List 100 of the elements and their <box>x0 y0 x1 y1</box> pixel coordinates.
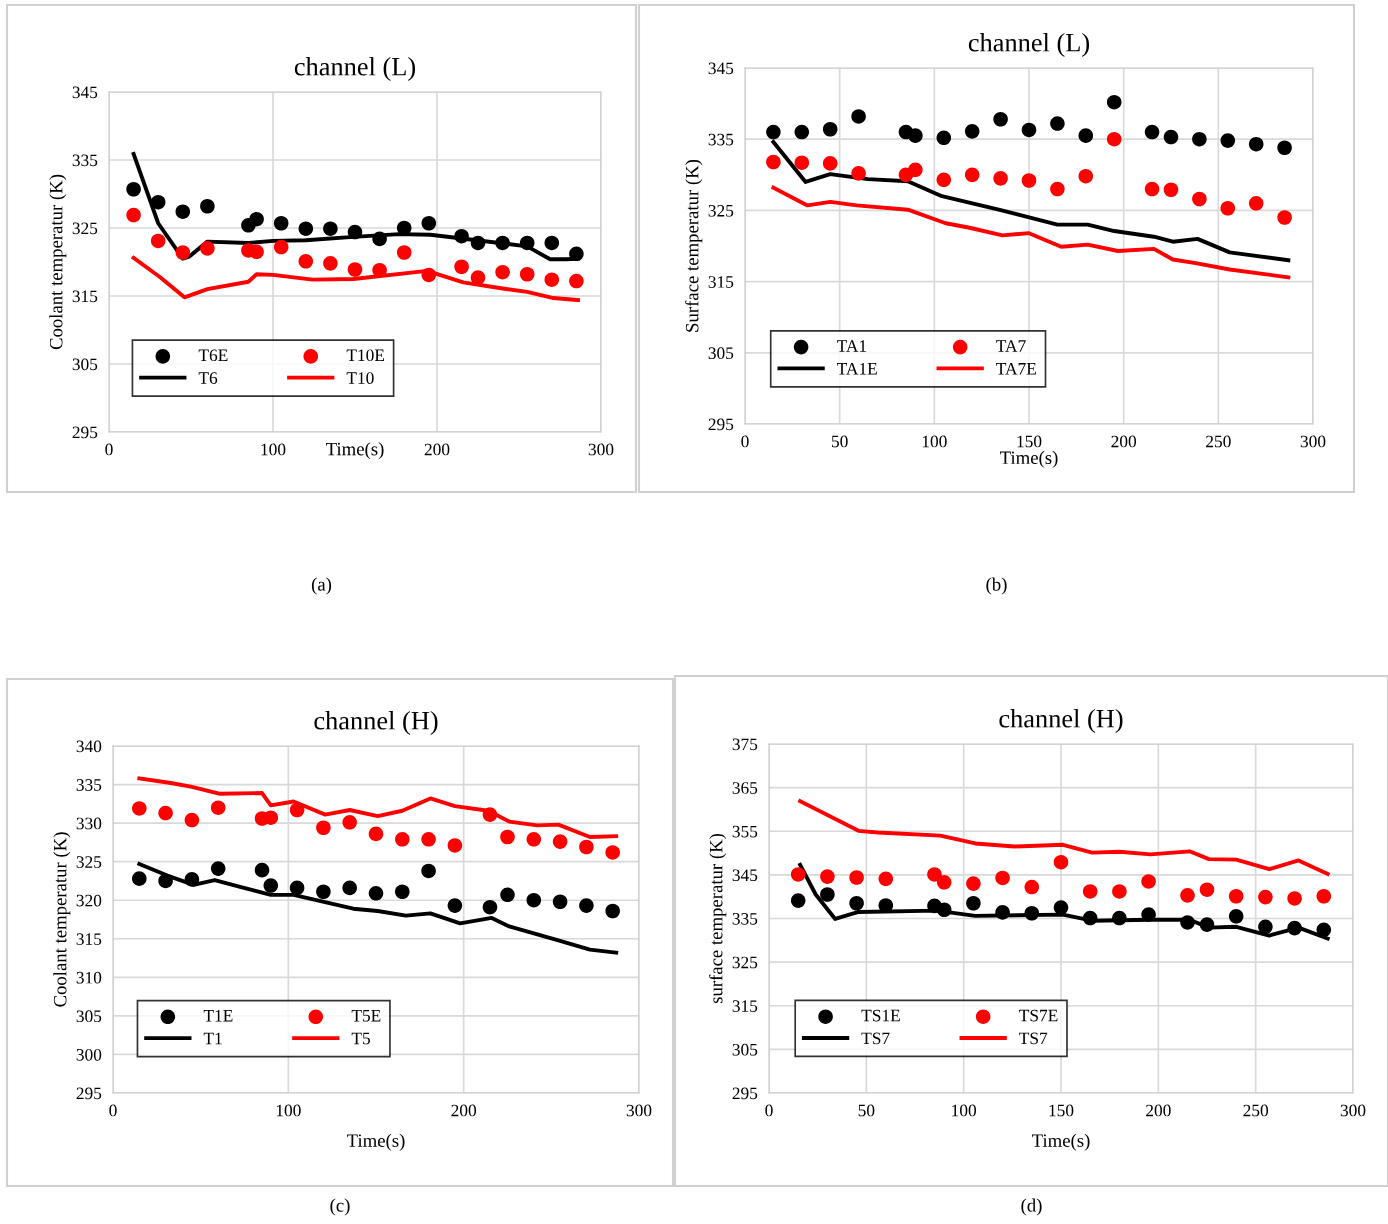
point <box>993 171 1008 186</box>
point <box>323 221 338 236</box>
point <box>289 880 305 896</box>
point <box>878 871 894 887</box>
point <box>470 270 486 285</box>
point <box>995 905 1010 920</box>
x-tick-label: 100 <box>922 435 947 448</box>
point <box>126 181 141 197</box>
x-tick-label: 0 <box>109 1104 117 1117</box>
point <box>1050 116 1065 131</box>
point <box>1024 905 1040 921</box>
point <box>849 895 864 911</box>
x-tick-label: 100 <box>261 443 286 456</box>
x-tick-label: 250 <box>1206 435 1231 448</box>
point <box>249 244 264 260</box>
point <box>372 231 387 247</box>
x-tick-label: 200 <box>1111 435 1137 448</box>
point <box>263 810 279 825</box>
point <box>526 832 542 847</box>
point <box>421 832 436 847</box>
point <box>1192 131 1207 147</box>
y-tick-label: 320 <box>76 894 102 907</box>
point <box>1053 900 1069 915</box>
line-series <box>798 862 1330 941</box>
y-tick-label: 355 <box>732 825 758 838</box>
point <box>1287 891 1302 906</box>
x-tick-label: 200 <box>424 443 450 456</box>
y-tick-label: 345 <box>732 869 758 882</box>
point <box>1248 136 1264 152</box>
point <box>495 235 510 251</box>
point <box>927 867 942 882</box>
point <box>1180 915 1195 930</box>
point <box>1277 210 1292 225</box>
point <box>766 154 781 170</box>
point <box>347 224 363 240</box>
y-tick-label: 295 <box>732 1087 758 1100</box>
x-tick-label: 150 <box>1017 435 1042 448</box>
x-tick-label: 100 <box>952 1104 977 1117</box>
y-tick-label: 325 <box>732 956 758 969</box>
point <box>298 221 314 236</box>
point <box>1024 879 1040 895</box>
point <box>175 204 191 219</box>
legend-label: T6E <box>198 349 228 362</box>
point <box>993 111 1008 127</box>
point <box>790 867 806 882</box>
point <box>150 233 166 249</box>
y-tick-label: 325 <box>708 204 734 217</box>
point <box>1228 909 1244 924</box>
x-tick-label: 50 <box>858 1104 875 1117</box>
point <box>1163 129 1179 145</box>
point <box>132 801 147 816</box>
point <box>964 167 980 183</box>
point <box>298 254 314 269</box>
point <box>1050 181 1065 197</box>
x-tick-label: 100 <box>276 1104 301 1117</box>
text: (d) <box>1021 1198 1042 1216</box>
legend-label: TS7 <box>861 1032 890 1045</box>
chart-title: channel (L) <box>294 57 416 81</box>
point <box>1316 922 1332 938</box>
point <box>421 267 437 283</box>
point <box>936 875 952 890</box>
point <box>1192 191 1207 207</box>
point <box>150 194 166 210</box>
point <box>569 273 584 289</box>
point <box>454 228 469 244</box>
x-axis-title: Time(s) <box>1031 1133 1090 1151</box>
x-axis-title: Time(s) <box>999 450 1058 468</box>
point <box>210 800 226 815</box>
legend-label: TS1E <box>861 1009 900 1022</box>
y-tick-label: 335 <box>76 779 102 791</box>
point <box>158 805 173 821</box>
point <box>569 246 584 262</box>
point <box>368 826 384 842</box>
legend-label: T10 <box>346 372 374 384</box>
point <box>936 130 952 146</box>
y-tick-label: 295 <box>76 1087 102 1100</box>
point <box>421 863 436 879</box>
y-tick-label: 345 <box>72 86 98 99</box>
y-tick-label: 340 <box>76 740 102 753</box>
point <box>822 156 838 171</box>
point <box>1053 854 1069 870</box>
point <box>1277 140 1292 156</box>
point <box>820 869 835 884</box>
y-tick-label: 295 <box>708 418 734 431</box>
y-tick-label: 305 <box>76 1010 102 1023</box>
point <box>1141 907 1156 922</box>
point <box>500 887 515 903</box>
y-tick-label: 325 <box>72 222 98 235</box>
y-tick-label: 365 <box>732 782 758 794</box>
chart-title: channel (H) <box>314 711 438 735</box>
point <box>323 256 338 271</box>
point <box>254 862 270 878</box>
point <box>1258 889 1273 905</box>
point <box>1228 888 1244 904</box>
legend-label: T1 <box>203 1032 222 1045</box>
point <box>289 802 305 818</box>
x-tick-label: 300 <box>626 1104 652 1117</box>
line-series <box>137 862 619 955</box>
y-tick-label: 315 <box>732 1000 758 1012</box>
point <box>1163 182 1179 198</box>
